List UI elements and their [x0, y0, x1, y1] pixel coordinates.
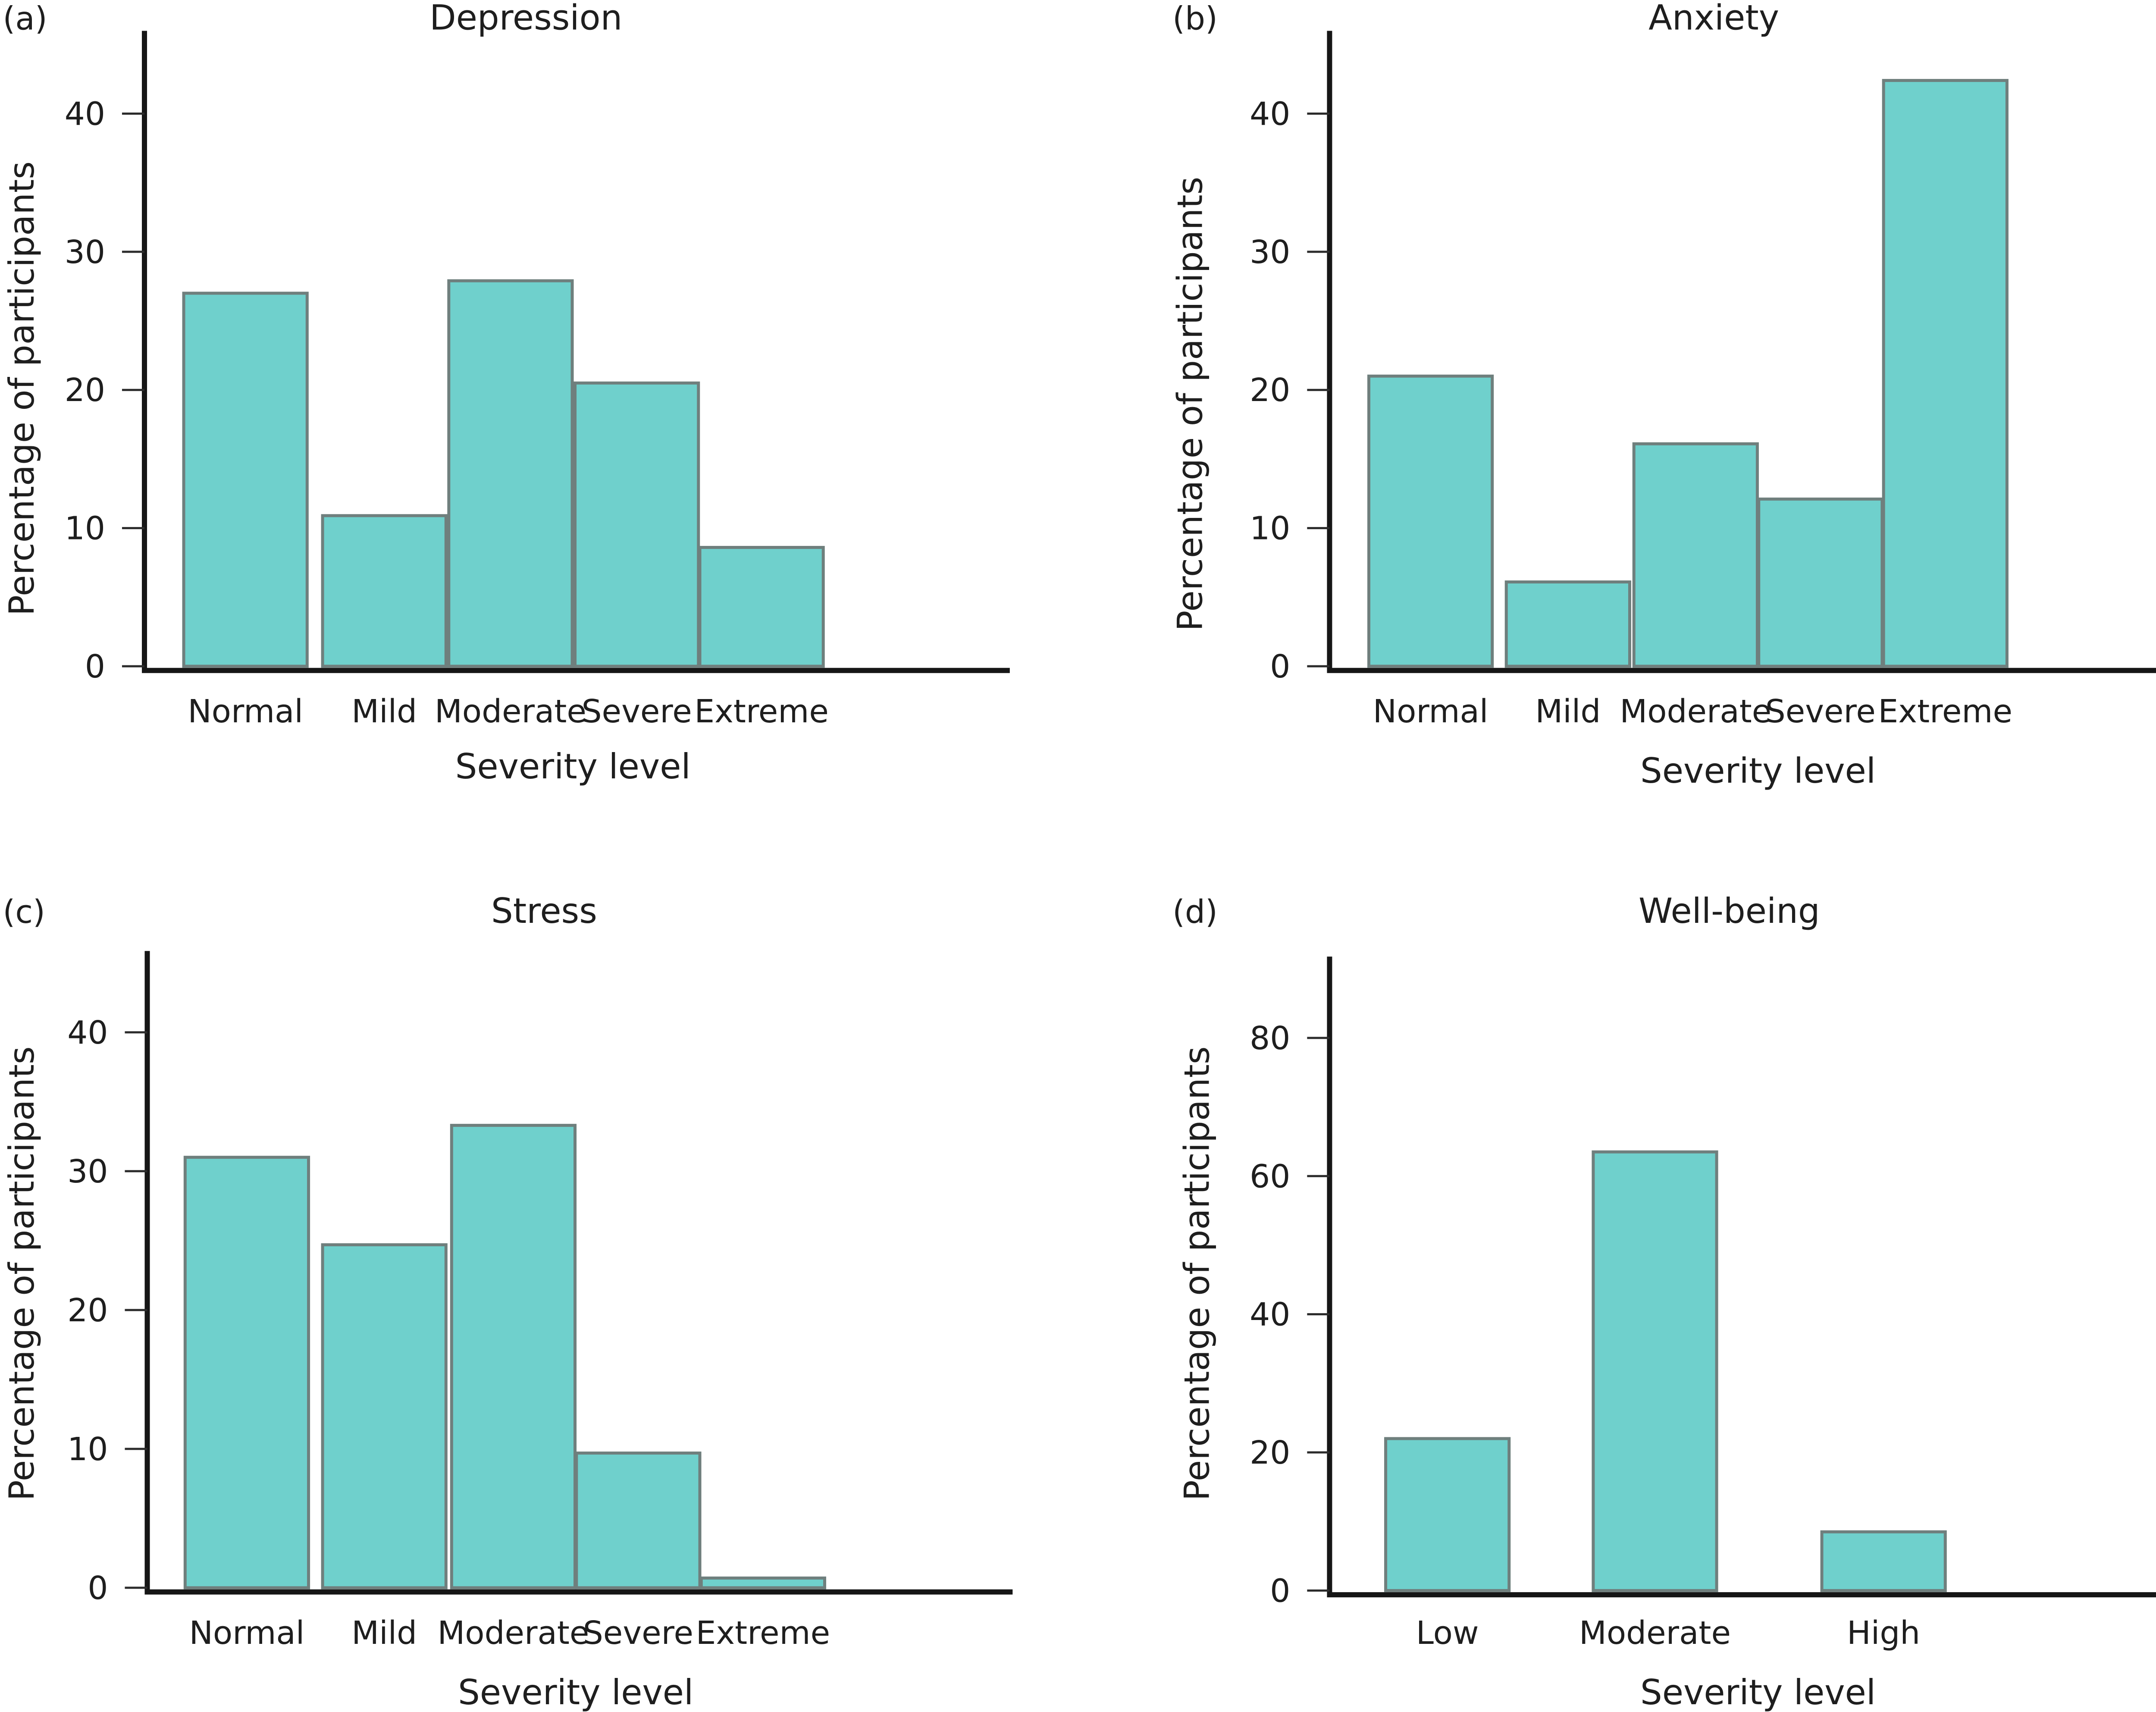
y-axis-title: Percentage of participants — [1177, 1046, 1217, 1501]
y-tick-label: 30 — [1250, 234, 1290, 271]
x-tick-label: Mild — [351, 1615, 417, 1652]
y-tick-label: 10 — [1250, 510, 1290, 547]
chart-panel-4: (d) Well-being 0 20 40 60 80 Low Moderate High Sev… — [1172, 891, 2156, 1712]
y-tick-label: 0 — [85, 648, 105, 685]
bar — [573, 381, 700, 668]
y-tick-label: 30 — [65, 234, 105, 271]
bar — [698, 546, 825, 668]
x-tick-label: Moderate — [437, 1615, 589, 1652]
y-tick-label: 40 — [67, 1014, 108, 1051]
bar — [450, 1124, 577, 1590]
x-tick-label: Normal — [188, 693, 303, 730]
x-tick-label: Extreme — [1878, 693, 2013, 730]
bar — [1757, 497, 1884, 668]
x-tick-label: Low — [1416, 1615, 1479, 1652]
bar — [321, 1243, 448, 1590]
bar — [1632, 442, 1759, 668]
x-tick-label: Normal — [1373, 693, 1489, 730]
chart-title: Well-being — [1639, 891, 1820, 931]
bar — [1384, 1437, 1511, 1592]
y-axis-title: Percentage of participants — [1170, 177, 1210, 631]
y-tick-label: 20 — [65, 372, 105, 409]
bar — [699, 1576, 826, 1590]
bar — [1592, 1150, 1718, 1592]
axis-lines — [144, 951, 1013, 1595]
panel-letter: (a) — [3, 0, 47, 37]
x-tick-label: Severe — [1765, 693, 1876, 730]
bar — [575, 1452, 702, 1590]
x-tick-label: Mild — [1535, 693, 1601, 730]
x-tick-label: High — [1847, 1615, 1920, 1652]
y-axis-title: Percentage of participants — [2, 161, 42, 616]
x-tick-label: Extreme — [694, 693, 829, 730]
panel-letter: (d) — [1172, 894, 1218, 931]
y-tick-label: 20 — [1250, 372, 1290, 409]
bar — [1504, 580, 1631, 668]
y-axis-title: Percentage of participants — [2, 1046, 42, 1501]
axis-lines — [1327, 956, 2156, 1598]
bar — [1820, 1530, 1947, 1592]
axis-lines — [142, 31, 1010, 673]
y-tick-label: 20 — [67, 1292, 108, 1329]
bar — [1882, 79, 2009, 668]
y-tick-label: 20 — [1250, 1434, 1290, 1471]
chart-title: Stress — [491, 891, 597, 931]
axis-lines — [1327, 31, 2156, 673]
x-tick-label: Mild — [351, 693, 417, 730]
y-tick-label: 40 — [1250, 1296, 1290, 1333]
x-tick-label: Normal — [189, 1615, 305, 1652]
x-tick-label: Extreme — [696, 1615, 830, 1652]
x-tick-label: Moderate — [435, 693, 586, 730]
chart-title: Depression — [429, 0, 622, 38]
x-tick-label: Severe — [582, 693, 692, 730]
bar — [447, 279, 574, 668]
x-axis-title: Severity level — [458, 1672, 693, 1712]
bar — [182, 292, 309, 668]
panel-letter: (c) — [3, 894, 45, 931]
chart-title: Anxiety — [1648, 0, 1779, 38]
x-tick-label: Moderate — [1620, 693, 1771, 730]
y-tick-label: 10 — [67, 1431, 108, 1468]
chart-panel-1: (a) Depression 0 10 20 30 40 Normal Mild Moderate… — [2, 0, 1010, 787]
panel-letter: (b) — [1172, 0, 1218, 37]
y-tick-label: 40 — [1250, 95, 1290, 132]
y-tick-label: 40 — [65, 95, 105, 132]
y-tick-label: 10 — [65, 510, 105, 547]
bar — [321, 514, 448, 668]
y-tick-label: 0 — [1270, 1572, 1290, 1609]
y-tick-label: 0 — [88, 1570, 108, 1607]
bar — [183, 1156, 310, 1590]
bar — [1367, 374, 1494, 668]
x-axis-title: Severity level — [455, 746, 691, 787]
y-tick-label: 60 — [1250, 1158, 1290, 1195]
y-tick-label: 30 — [67, 1153, 108, 1190]
x-tick-label: Moderate — [1579, 1615, 1731, 1652]
x-tick-label: Severe — [583, 1615, 693, 1652]
x-axis-title: Severity level — [1640, 1672, 1876, 1712]
y-tick-label: 0 — [1270, 648, 1290, 685]
x-axis-title: Severity level — [1640, 751, 1876, 791]
y-tick-label: 80 — [1250, 1020, 1290, 1057]
